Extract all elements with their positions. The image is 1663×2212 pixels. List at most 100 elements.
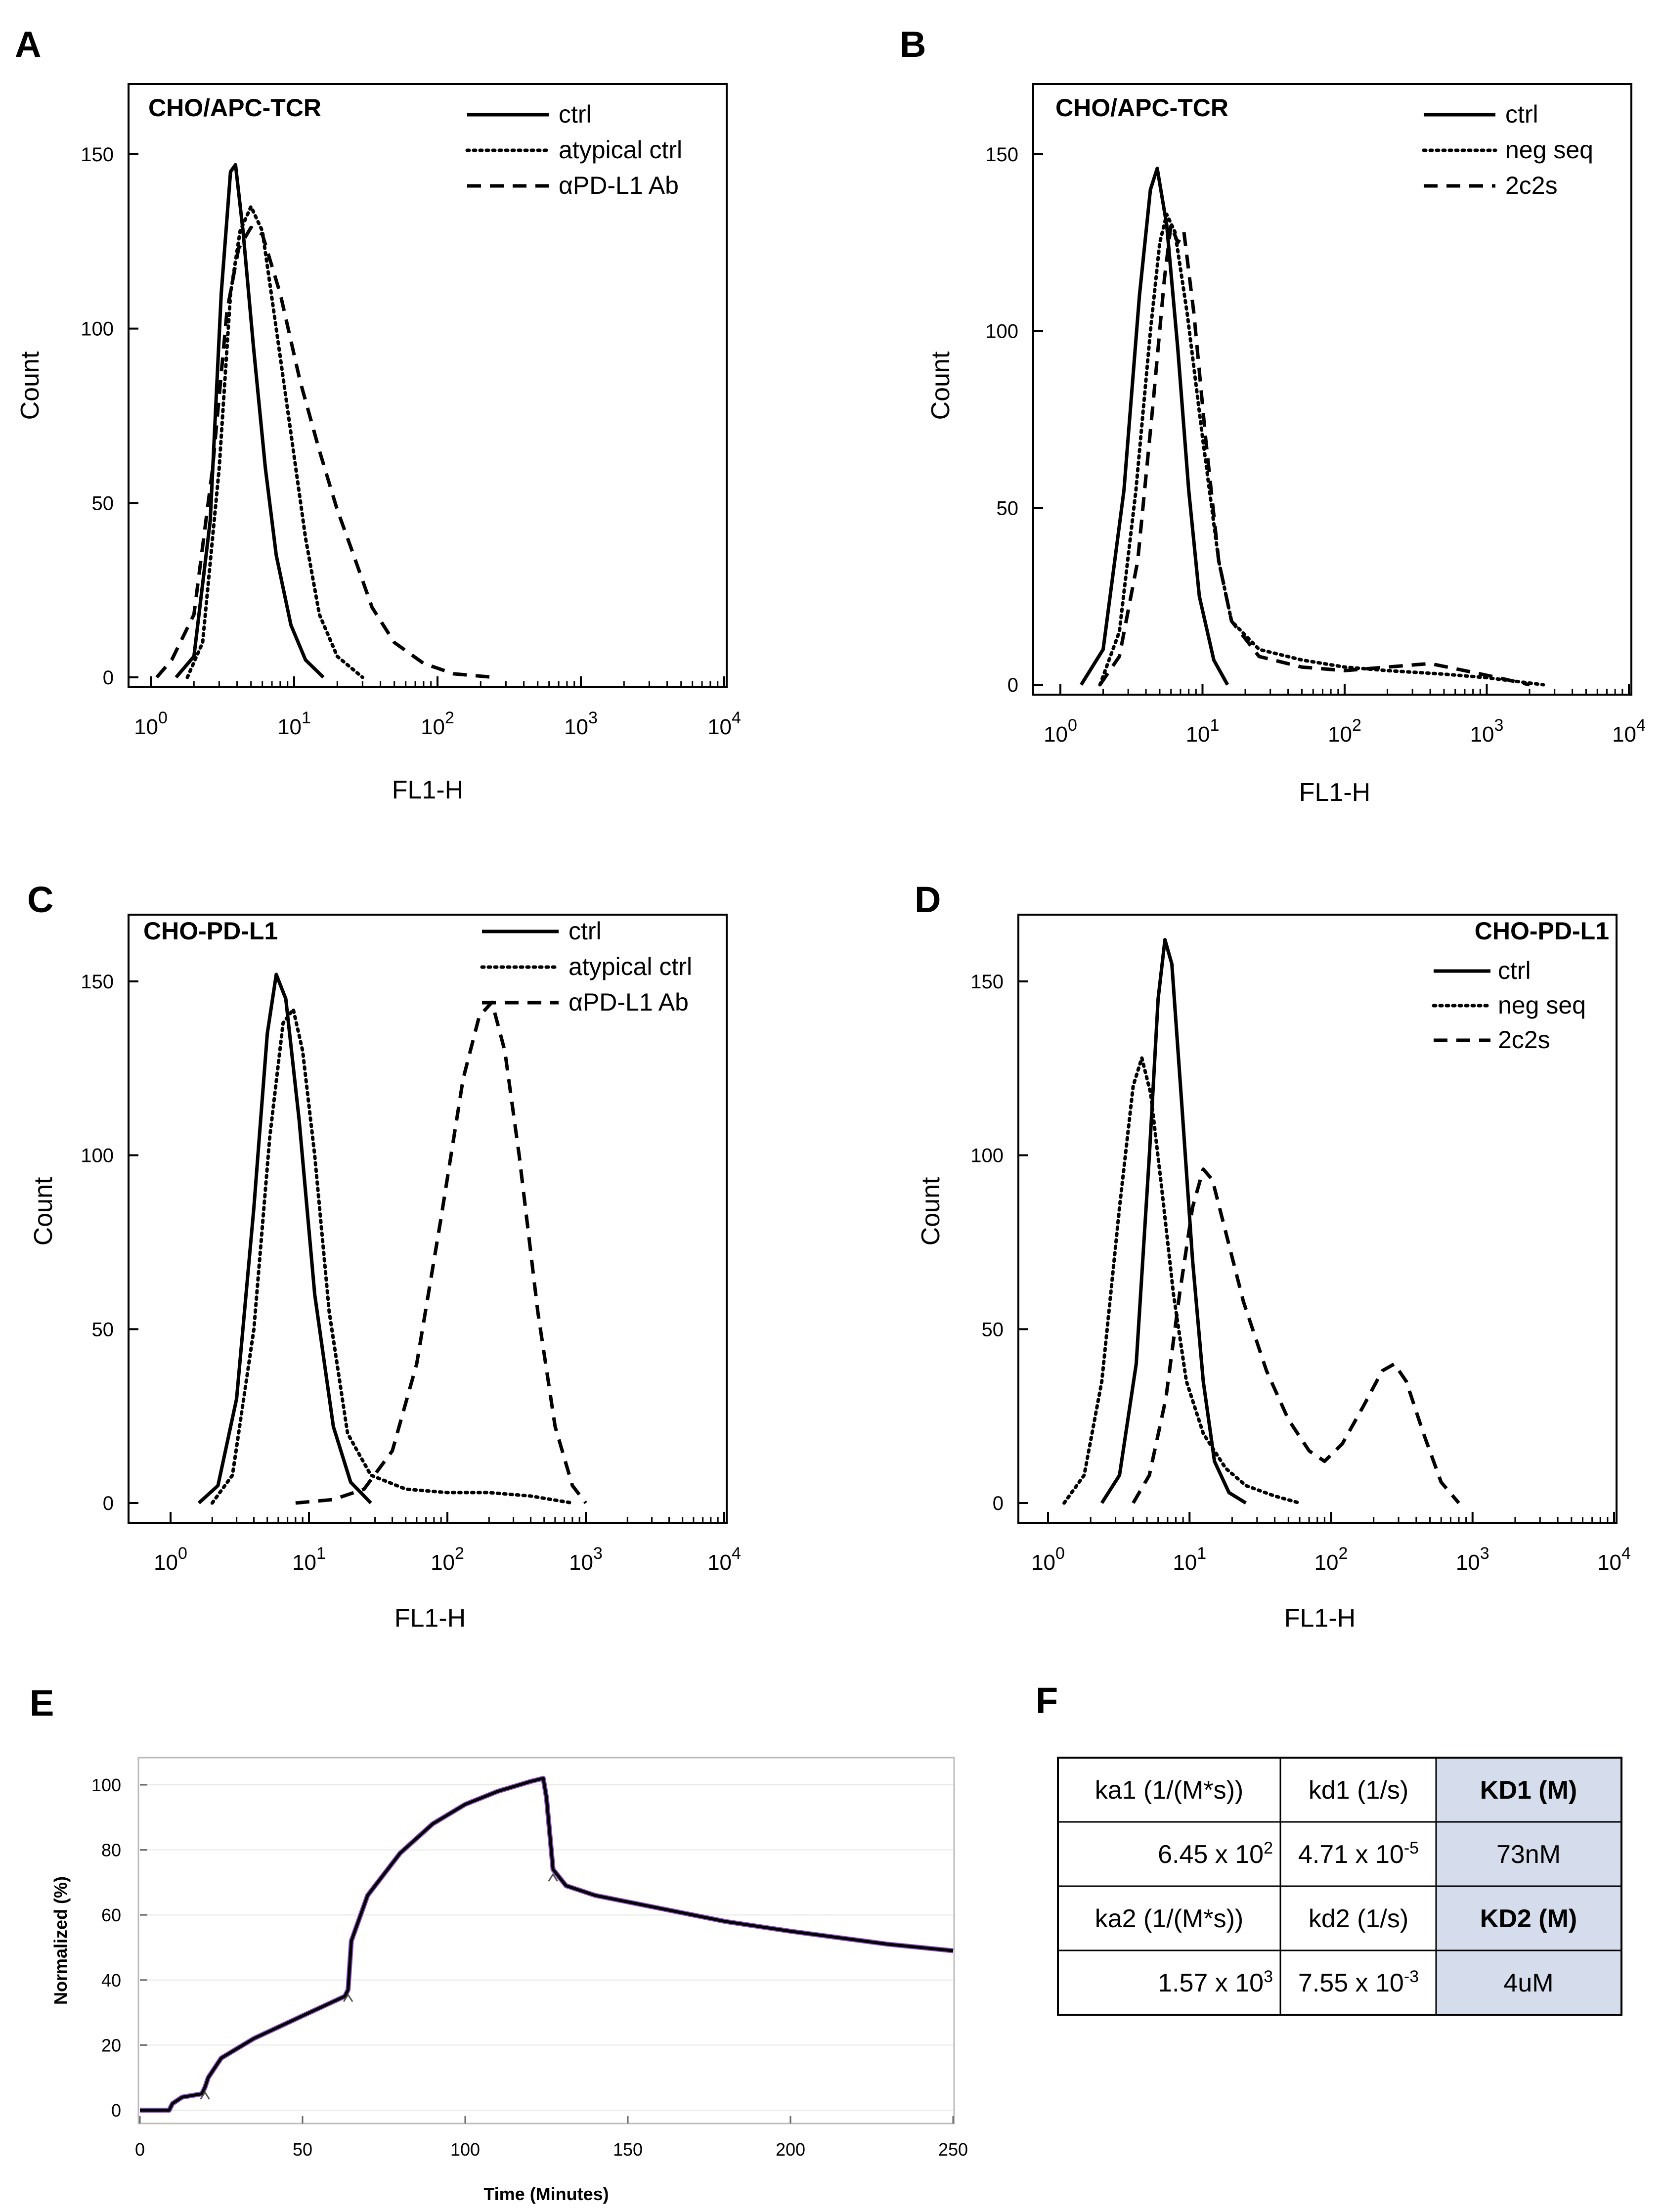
tick-base: 10	[1597, 1550, 1621, 1575]
legend-label: ctrl	[1498, 957, 1531, 984]
y-tick-label: 60	[101, 1905, 121, 1925]
table-cell: 4.71 x 10-5	[1298, 1839, 1419, 1869]
y-tick-label: 100	[985, 321, 1018, 343]
y-tick-label: 150	[81, 971, 114, 993]
tick-exponent: 3	[1494, 716, 1504, 735]
y-tick-label: 150	[985, 144, 1018, 166]
legend-label: neg seq	[1505, 136, 1593, 164]
histogram-panel-b: CHO/APC-TCR ctrl neg seq 2c2s FL1-H Coun…	[926, 83, 1632, 807]
y-tick-label: 0	[111, 2100, 121, 2121]
x-tick-label: 100	[450, 2139, 480, 2160]
table-cell: ka2 (1/(M*s))	[1095, 1904, 1243, 1933]
x-tick-label: 102	[431, 1544, 464, 1575]
tick-exponent: 0	[158, 708, 168, 727]
panel-label-e: E	[30, 1682, 54, 1724]
tick-base: 10	[421, 715, 445, 739]
panel-label-d: D	[915, 879, 941, 920]
mantissa: 4.71 x 10	[1298, 1840, 1404, 1869]
series-line-fit	[140, 1776, 954, 2112]
table-header-cell: KD1 (M)	[1480, 1776, 1577, 1805]
table-cell: kd2 (1/s)	[1309, 1904, 1408, 1933]
series-line-dashed	[1132, 1167, 1460, 1504]
series-line-dashed	[1098, 223, 1530, 687]
injection-marker-icon	[200, 2091, 210, 2100]
y-tick-label: 0	[103, 1493, 114, 1514]
mantissa: 7.55 x 10	[1298, 1969, 1404, 1997]
exponent: -3	[1404, 1967, 1419, 1986]
y-tick-label: 50	[997, 497, 1019, 519]
x-tick-label: 0	[135, 2139, 145, 2160]
table-cell: 6.45 x 102	[1158, 1839, 1273, 1869]
tick-exponent: 3	[1480, 1544, 1489, 1563]
legend-label: ctrl	[559, 100, 592, 128]
y-axis-title: Count	[926, 351, 955, 420]
y-axis-title: Count	[917, 1177, 945, 1245]
tick-base: 10	[1470, 722, 1494, 747]
x-tick-label: 150	[613, 2139, 643, 2160]
legend: ctrl neg seq 2c2s	[1422, 100, 1593, 199]
x-tick-label: 100	[134, 708, 168, 739]
series-line-measured	[140, 1775, 954, 2113]
tick-base: 10	[1186, 722, 1210, 747]
series-line-dotted	[1062, 1056, 1302, 1505]
tick-exponent: 2	[1352, 716, 1361, 735]
y-tick-label: 100	[81, 1145, 114, 1167]
table-cell: 7.55 x 10-3	[1298, 1967, 1419, 1997]
exponent: -5	[1404, 1839, 1419, 1858]
kinetics-panel-e: Time (Minutes) Normalized (%)	[50, 1757, 955, 2204]
y-tick-label: 150	[81, 144, 114, 166]
table-cell: kd1 (1/s)	[1309, 1776, 1408, 1805]
injection-marker-icon	[548, 1873, 558, 1882]
kinetics-table: ka1 (1/(M*s)) kd1 (1/s) KD1 (M) 6.45 x 1…	[1057, 1757, 1622, 2016]
x-tick-label: 101	[1173, 1544, 1206, 1575]
table-cell: ka1 (1/(M*s))	[1095, 1776, 1243, 1805]
x-tick-label: 200	[776, 2139, 805, 2160]
y-tick-label: 50	[92, 1319, 114, 1340]
x-tick-label: 104	[707, 1544, 741, 1575]
tick-exponent: 0	[1055, 1544, 1065, 1563]
mantissa: 1.57 x 10	[1158, 1969, 1264, 1997]
y-tick-label: 80	[101, 1840, 121, 1860]
tick-base: 10	[569, 1550, 593, 1575]
table-cell: 1.57 x 103	[1158, 1967, 1273, 1997]
tick-exponent: 4	[732, 708, 741, 727]
plot-frame	[128, 83, 728, 688]
exponent: 3	[1264, 1967, 1273, 1986]
panel-label-b: B	[900, 24, 926, 65]
y-tick-label: 20	[101, 2035, 121, 2055]
series-line-dashed	[155, 225, 495, 679]
y-tick-label: 0	[1007, 674, 1018, 696]
tick-base: 10	[1456, 1550, 1480, 1575]
tick-base: 10	[1044, 722, 1068, 747]
legend-label: 2c2s	[1498, 1026, 1550, 1054]
legend-label: 2c2s	[1505, 172, 1558, 199]
legend-label: αPD-L1 Ab	[559, 172, 679, 199]
kinetics-e-marks: 0 20 40 60 80 100 0 50 100 150 200 250	[91, 1775, 968, 2160]
panel-label-a: A	[15, 24, 41, 65]
y-tick-label: 40	[101, 1970, 121, 1991]
x-tick-label: 250	[938, 2139, 968, 2160]
x-axis-title: Time (Minutes)	[483, 2184, 609, 2204]
series-line-solid	[197, 973, 372, 1504]
x-axis-title: FL1-H	[392, 776, 463, 804]
x-tick-label: 102	[1328, 716, 1361, 747]
legend-label: neg seq	[1498, 991, 1586, 1019]
series-line-dotted	[1098, 213, 1545, 687]
series-line-dotted	[185, 205, 364, 679]
y-tick-label: 50	[92, 492, 114, 514]
y-axis-title: Count	[16, 351, 44, 420]
series-line-dashed	[295, 1000, 587, 1505]
tick-exponent: 2	[1339, 1544, 1348, 1563]
x-tick-label: 100	[154, 1544, 187, 1575]
tick-base: 10	[707, 715, 732, 739]
tick-exponent: 0	[178, 1544, 187, 1563]
legend-label: ctrl	[569, 917, 602, 945]
y-tick-label: 100	[970, 1145, 1004, 1167]
tick-base: 10	[1031, 1550, 1055, 1575]
